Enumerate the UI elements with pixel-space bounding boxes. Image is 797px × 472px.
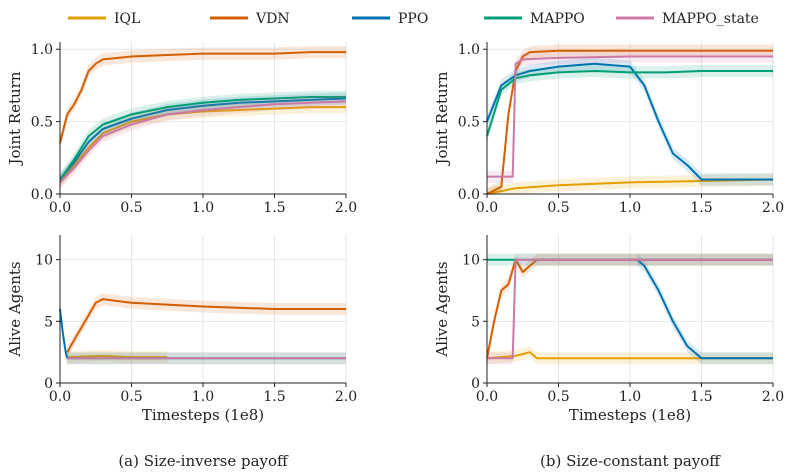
x-tick-label: 0.0 xyxy=(49,200,71,216)
series-mappo-state xyxy=(59,100,347,184)
y-axis-label: Alive Agents xyxy=(6,261,24,357)
x-tick-label: 1.5 xyxy=(263,200,285,216)
y-axis-label: Joint Return xyxy=(433,71,451,166)
y-tick-label: 0.0 xyxy=(31,187,53,203)
y-axis-label: Alive Agents xyxy=(433,261,451,357)
y-tick-label: 10 xyxy=(35,253,53,269)
panel-a-bottom: 0.0 0.5 1.0 1.5 2.0 0 5 10 Alive Agents Timesteps… xyxy=(6,235,357,424)
y-tick-label: 1.0 xyxy=(458,42,480,58)
series-ppo xyxy=(486,62,773,181)
legend-item-vdn: VDN xyxy=(210,11,290,27)
x-tick-label: 0.5 xyxy=(120,200,142,216)
series-mappo xyxy=(486,70,773,137)
band-ppo xyxy=(637,253,773,365)
legend-item-mappo-state: MAPPO_state xyxy=(616,11,759,27)
y-tick-label: 0 xyxy=(471,376,480,392)
x-tick-label: 1.0 xyxy=(619,200,641,216)
x-tick-label: 2.0 xyxy=(335,200,357,216)
legend-label: MAPPO_state xyxy=(662,11,759,27)
y-tick-label: 0.5 xyxy=(31,115,53,131)
band-mappo-state xyxy=(60,95,346,189)
band-iql xyxy=(60,101,346,189)
y-tick-label: 1.0 xyxy=(31,42,53,58)
series-ppo xyxy=(59,308,69,359)
x-tick-label: 1.0 xyxy=(192,200,214,216)
series-iql xyxy=(67,354,168,359)
x-tick-label: 0.0 xyxy=(476,200,498,216)
series-vdn xyxy=(59,51,346,144)
y-tick-label: 10 xyxy=(462,253,480,269)
x-tick-label: 0.0 xyxy=(49,389,71,405)
band-ppo xyxy=(60,92,346,186)
series-iql xyxy=(486,178,774,195)
panel-b-bottom: 0.0 0.5 1.0 1.5 2.0 0 5 10 Alive Agents Timesteps… xyxy=(433,235,784,424)
legend-label: MAPPO xyxy=(530,11,585,27)
legend-item-iql: IQL xyxy=(68,11,140,27)
x-tick-label: 2.0 xyxy=(762,200,784,216)
series-mappo-state xyxy=(487,258,773,360)
series-mappo-state xyxy=(487,55,773,178)
legend-label: VDN xyxy=(255,11,290,27)
caption-b: (b) Size-constant payoff xyxy=(540,452,721,470)
x-tick-label: 1.5 xyxy=(690,200,712,216)
x-tick-label: 0.5 xyxy=(547,200,569,216)
x-axis-label: Timesteps (1e8) xyxy=(142,406,264,424)
panel-a-top: 0.0 0.5 1.0 1.5 2.0 0.0 0.5 1.0 Joint Return xyxy=(6,42,357,216)
x-tick-label: 0.0 xyxy=(476,389,498,405)
caption-a: (a) Size-inverse payoff xyxy=(118,452,289,470)
x-tick-label: 0.5 xyxy=(120,389,142,405)
series-ppo xyxy=(636,258,773,360)
y-tick-label: 5 xyxy=(44,314,53,330)
legend-label: IQL xyxy=(114,11,140,27)
series-vdn xyxy=(66,298,346,353)
y-tick-label: 0.0 xyxy=(458,187,480,203)
band-vdn xyxy=(60,46,346,150)
x-tick-label: 1.0 xyxy=(192,389,214,405)
series-mappo xyxy=(59,96,346,181)
series-vdn xyxy=(486,49,773,195)
band-iql xyxy=(487,346,773,365)
legend: IQL VDN PPO MAPPO MAPPO_state xyxy=(68,11,759,27)
legend-label: PPO xyxy=(398,11,428,27)
x-tick-label: 0.5 xyxy=(547,389,569,405)
panel-b-top: 0.0 0.5 1.0 1.5 2.0 0.0 0.5 1.0 Joint Return xyxy=(433,42,784,216)
y-axis-label: Joint Return xyxy=(6,71,24,166)
x-tick-label: 2.0 xyxy=(762,389,784,405)
x-tick-label: 1.0 xyxy=(619,389,641,405)
band-vdn xyxy=(67,293,346,359)
y-tick-label: 0.5 xyxy=(458,115,480,131)
x-tick-label: 1.5 xyxy=(263,389,285,405)
y-tick-label: 0 xyxy=(44,376,53,392)
x-axis-label: Timesteps (1e8) xyxy=(569,406,691,424)
series-ppo xyxy=(59,97,347,181)
x-tick-label: 1.5 xyxy=(690,389,712,405)
x-tick-label: 2.0 xyxy=(335,389,357,405)
legend-item-ppo: PPO xyxy=(352,11,428,27)
legend-item-mappo: MAPPO xyxy=(484,11,585,27)
series-iql xyxy=(486,351,773,360)
y-tick-label: 5 xyxy=(471,314,480,330)
